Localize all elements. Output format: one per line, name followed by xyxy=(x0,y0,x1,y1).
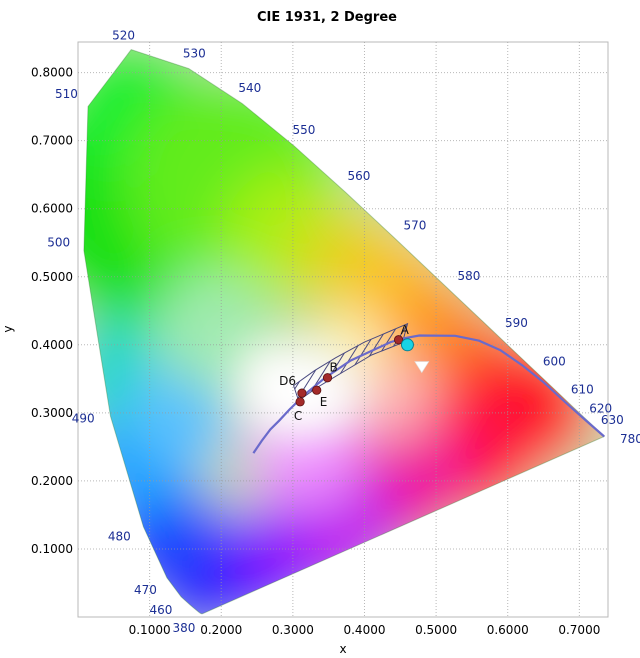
y-tick-label: 0.3000 xyxy=(31,406,73,420)
illuminant-label-b: B xyxy=(330,361,338,375)
wavelength-label: 500 xyxy=(47,235,70,249)
chart-title: CIE 1931, 2 Degree xyxy=(257,10,397,25)
illuminant-label-e: E xyxy=(320,395,328,409)
wavelength-label: 570 xyxy=(404,218,427,232)
wavelength-label: 550 xyxy=(293,123,316,137)
y-axis-ticks: 0.1000 0.2000 0.3000 0.4000 0.5000 0.6000 0.70… xyxy=(31,66,73,556)
wavelength-label: 630 xyxy=(601,413,624,427)
y-axis-title: y xyxy=(1,325,15,332)
standard-illuminants: A B C D6 E xyxy=(279,323,409,423)
wavelength-label: 610 xyxy=(571,383,594,397)
spectral-locus xyxy=(83,49,606,615)
wavelength-label: 580 xyxy=(458,269,481,283)
y-tick-label: 0.2000 xyxy=(31,474,73,488)
wavelength-label: 560 xyxy=(348,169,371,183)
wavelength-label: 520 xyxy=(112,29,135,43)
y-tick-label: 0.5000 xyxy=(31,270,73,284)
illuminant-point-e xyxy=(312,385,322,395)
y-tick-label: 0.1000 xyxy=(31,542,73,556)
x-tick-label: 0.2000 xyxy=(200,623,242,637)
x-tick-label: 0.5000 xyxy=(415,623,457,637)
measurement-markers xyxy=(400,338,430,374)
illuminant-label-c: C xyxy=(294,409,302,423)
wavelength-label: 460 xyxy=(149,603,172,617)
wavelength-label: 380 xyxy=(172,621,195,635)
wavelength-label: 600 xyxy=(543,355,566,369)
x-axis-title: x xyxy=(339,642,346,656)
wavelength-label: 590 xyxy=(505,316,528,330)
wavelength-label: 510 xyxy=(55,87,78,101)
x-tick-label: 0.6000 xyxy=(487,623,529,637)
x-axis-ticks: 0.1000 0.2000 0.3000 0.4000 0.5000 0.6000 0.70… xyxy=(129,623,601,637)
wavelength-label: 780 xyxy=(620,432,640,446)
wavelength-label: 490 xyxy=(72,411,95,425)
wavelength-label: 540 xyxy=(238,81,261,95)
wavelength-label: 480 xyxy=(108,530,131,544)
y-tick-label: 0.4000 xyxy=(31,338,73,352)
wavelength-label: 530 xyxy=(183,47,206,61)
measured-point-marker xyxy=(400,338,414,352)
illuminant-point-c xyxy=(295,397,305,407)
x-tick-label: 0.3000 xyxy=(272,623,314,637)
grid-lines xyxy=(78,42,608,617)
illuminant-point-b xyxy=(322,373,333,383)
illuminant-point-a xyxy=(393,335,404,345)
illuminant-label-a: A xyxy=(401,323,410,337)
illuminant-point-d6 xyxy=(297,388,307,398)
x-tick-label: 0.7000 xyxy=(558,623,600,637)
wavelength-label: 620 xyxy=(589,401,612,415)
dominant-triangle-marker xyxy=(414,361,430,374)
y-tick-label: 0.8000 xyxy=(31,66,73,80)
y-tick-label: 0.7000 xyxy=(31,134,73,148)
y-tick-label: 0.6000 xyxy=(31,202,73,216)
illuminant-label-d6: D6 xyxy=(279,374,296,388)
wavelength-label: 470 xyxy=(134,583,157,597)
x-tick-label: 0.4000 xyxy=(343,623,385,637)
x-tick-label: 0.1000 xyxy=(129,623,171,637)
